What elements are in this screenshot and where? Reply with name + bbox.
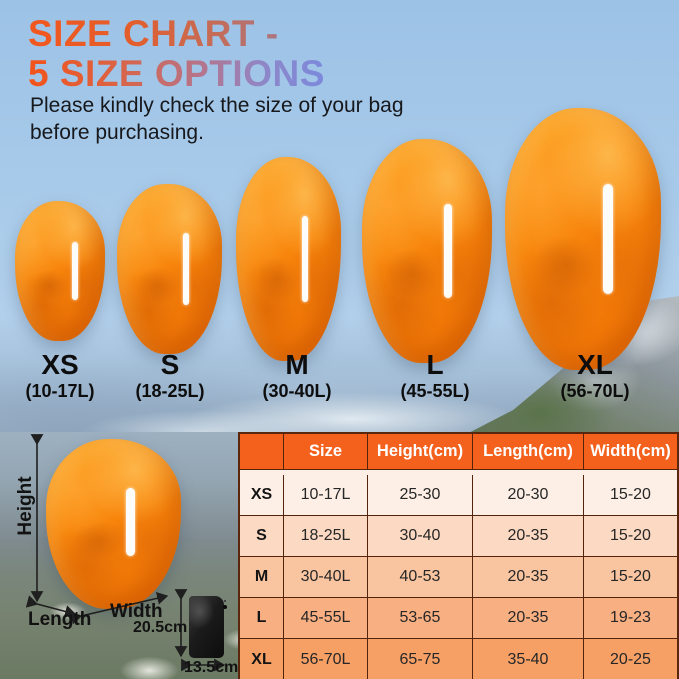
size-volume: (56-70L) bbox=[560, 381, 630, 401]
size-chart-table: Size Height(cm) Length(cm) Width(cm) XS … bbox=[238, 432, 679, 679]
size-volume: (30-40L) bbox=[262, 381, 332, 401]
table-cell: 65-75 bbox=[368, 639, 473, 679]
table-cell: 30-40L bbox=[284, 557, 368, 598]
table-cell: 40-53 bbox=[368, 557, 473, 598]
reflective-stripe-icon bbox=[603, 183, 613, 294]
title-line-2: 5 SIZE OPTIONS bbox=[28, 53, 325, 94]
length-dimension-label: Length bbox=[28, 609, 92, 630]
size-letter: S bbox=[160, 349, 180, 380]
table-cell: 15-20 bbox=[584, 557, 677, 598]
height-dimension-label: Height bbox=[15, 476, 36, 536]
rain-cover-measure-demo bbox=[46, 439, 181, 609]
table-cell: 18-25L bbox=[284, 516, 368, 557]
size-label-xl: XL (56-70L) bbox=[535, 350, 655, 402]
size-letter: L bbox=[426, 349, 444, 380]
header-cell: Size bbox=[284, 434, 368, 470]
reflective-stripe-icon bbox=[71, 241, 78, 301]
page-title: SIZE CHART - 5 SIZE OPTIONS bbox=[28, 14, 325, 94]
size-label-l: L (45-55L) bbox=[375, 350, 495, 402]
measurement-arrows-icon bbox=[25, 434, 226, 672]
storage-pouch bbox=[189, 596, 227, 658]
header-cell: Width(cm) bbox=[584, 434, 677, 470]
rain-cover-l bbox=[362, 139, 492, 363]
pouch-height-value: 20.5cm bbox=[133, 619, 188, 636]
header-cell bbox=[240, 434, 284, 470]
rain-cover-s bbox=[117, 184, 222, 354]
size-label-xs: XS (10-17L) bbox=[0, 350, 120, 402]
table-cell: 53-65 bbox=[368, 598, 473, 639]
table-cell: 20-30 bbox=[473, 475, 584, 516]
size-letter: M bbox=[285, 349, 309, 380]
header-cell: Length(cm) bbox=[473, 434, 584, 470]
table-cell: 19-23 bbox=[584, 598, 677, 639]
title-line-1: SIZE CHART - bbox=[28, 14, 325, 54]
table-cell: 20-35 bbox=[473, 557, 584, 598]
reflective-stripe-icon bbox=[443, 203, 452, 299]
rain-cover-xs bbox=[15, 201, 105, 341]
rain-cover-m bbox=[236, 157, 341, 361]
table-cell: M bbox=[240, 557, 284, 598]
rain-cover-xl bbox=[505, 108, 661, 370]
size-volume: (45-55L) bbox=[400, 381, 470, 401]
table-cell: 25-30 bbox=[368, 475, 473, 516]
table-cell: 30-40 bbox=[368, 516, 473, 557]
reflective-stripe-icon bbox=[125, 488, 135, 557]
table-cell: 45-55L bbox=[284, 598, 368, 639]
table-cell: 20-25 bbox=[584, 639, 677, 679]
table-cell: 35-40 bbox=[473, 639, 584, 679]
size-volume: (18-25L) bbox=[135, 381, 205, 401]
subtitle: Please kindly check the size of your bag… bbox=[30, 94, 404, 145]
header-cell: Height(cm) bbox=[368, 434, 473, 470]
table-cell: XL bbox=[240, 639, 284, 679]
size-label-s: S (18-25L) bbox=[110, 350, 230, 402]
table-cell: 20-35 bbox=[473, 598, 584, 639]
reflective-stripe-icon bbox=[302, 216, 309, 302]
table-cell: 15-20 bbox=[584, 475, 677, 516]
size-letter: XL bbox=[577, 349, 613, 380]
pouch-width-value: 13.5cm bbox=[184, 659, 239, 676]
table-cell: XS bbox=[240, 475, 284, 516]
reflective-stripe-icon bbox=[183, 233, 190, 305]
table-cell: 56-70L bbox=[284, 639, 368, 679]
size-volume: (10-17L) bbox=[25, 381, 95, 401]
table-cell: L bbox=[240, 598, 284, 639]
table-cell: 15-20 bbox=[584, 516, 677, 557]
table-cell: 10-17L bbox=[284, 475, 368, 516]
size-letter: XS bbox=[41, 349, 79, 380]
table-cell: 20-35 bbox=[473, 516, 584, 557]
table-cell: S bbox=[240, 516, 284, 557]
size-label-m: M (30-40L) bbox=[237, 350, 357, 402]
